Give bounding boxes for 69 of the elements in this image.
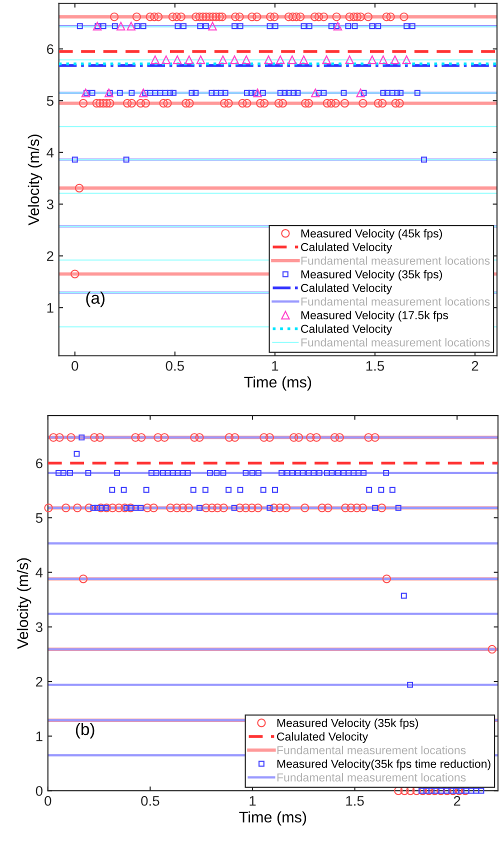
point [356,88,365,98]
y-tick-label: 2 [36,676,42,687]
legend-label: Calulated Velocity [301,242,392,254]
y-tick-label: 4 [36,568,43,578]
point [253,88,262,98]
y-tick-label: 4 [46,148,54,158]
x-tick-label: 2 [472,360,478,371]
point [264,55,273,64]
x-tick-label: 0.5 [166,360,184,371]
annotation: (b) [76,722,94,738]
point [333,22,342,31]
point [242,55,251,64]
y-tick-label: 6 [36,458,42,468]
point [162,55,170,64]
y-axis-title: Velocity (m/s) [28,134,42,226]
legend-label: Calulated Velocity [301,324,392,336]
point [116,22,126,31]
point [184,55,194,64]
y-tick-label: 5 [46,96,54,106]
legend-label: Calulated Velocity [277,732,368,743]
legend-label: Fundamental measurement locations [277,773,466,782]
point [172,55,182,64]
point [322,55,331,64]
point [390,55,400,64]
legend-label: Fundamental measurement locations [277,746,466,754]
y-tick-label: 1 [47,303,54,313]
x-tick-label: 1 [272,361,278,371]
point [368,55,377,64]
y-tick-label: 5 [36,513,42,523]
legend-label: Measured Velocity (17.5k fps [301,310,448,322]
x-tick-label: 0.5 [141,796,160,806]
point [138,88,148,98]
legend-label: Measured Velocity(35k fps time reduction) [277,759,490,770]
y-tick-label: 1 [36,732,42,742]
point [126,22,136,31]
point [150,55,160,64]
x-tick-label: 2 [454,796,460,806]
point [208,22,217,31]
x-axis-title: Time (ms) [244,376,312,391]
x-tick-label: 1.5 [346,796,364,806]
point [196,55,206,64]
point [378,55,388,64]
legend-label: Measured Velocity (45k fps) [301,229,442,240]
y-tick-label: 3 [46,199,54,210]
x-tick-label: 1 [250,796,256,806]
y-tick-label: 6 [47,44,54,54]
x-axis-title: Time (ms) [239,811,306,826]
legend-label: Fundamental measurement locations [301,256,490,265]
point [345,55,354,64]
y-tick-label: 3 [36,622,42,632]
annotation: (a) [86,292,105,308]
legend-label: Calulated Velocity [301,284,392,294]
y-tick-label: 2 [46,251,54,261]
point [299,55,308,64]
x-tick-label: 0 [72,360,78,371]
point [402,55,411,64]
legend-label: Measured Velocity (35k fps) [301,270,442,281]
x-tick-label: 1.5 [366,361,384,371]
legend-label: Fundamental measurement locations [301,338,490,347]
y-tick-label: 0 [36,786,42,796]
point [276,55,285,64]
point [310,88,320,98]
point [230,55,239,64]
point [288,55,297,64]
legend-label: Fundamental measurement locations [301,297,490,306]
y-axis-title: Velocity (m/s) [16,558,32,649]
point [218,55,228,64]
legend-label: Measured Velocity (35k fps) [277,718,418,730]
point [81,88,90,98]
